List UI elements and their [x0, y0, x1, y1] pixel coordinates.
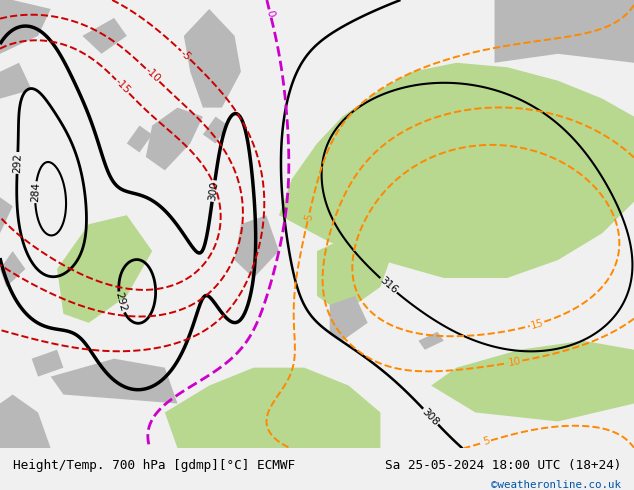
- Text: 5: 5: [303, 213, 314, 221]
- Polygon shape: [184, 9, 241, 108]
- Text: 308: 308: [420, 406, 441, 427]
- Polygon shape: [0, 251, 25, 287]
- Text: 292: 292: [12, 153, 23, 173]
- Text: Sa 25-05-2024 18:00 UTC (18+24): Sa 25-05-2024 18:00 UTC (18+24): [385, 459, 621, 471]
- Polygon shape: [32, 350, 63, 377]
- Text: -10: -10: [143, 66, 162, 84]
- Polygon shape: [235, 215, 279, 278]
- Text: 316: 316: [378, 275, 399, 296]
- Polygon shape: [0, 394, 51, 448]
- Text: ©weatheronline.co.uk: ©weatheronline.co.uk: [491, 480, 621, 490]
- Text: 300: 300: [207, 181, 220, 201]
- Text: 10: 10: [507, 356, 522, 368]
- Polygon shape: [165, 368, 380, 448]
- Polygon shape: [495, 0, 634, 63]
- Text: 5: 5: [482, 436, 491, 447]
- Polygon shape: [279, 63, 634, 278]
- Polygon shape: [0, 0, 51, 54]
- Polygon shape: [82, 18, 127, 54]
- Polygon shape: [146, 108, 203, 171]
- Text: Height/Temp. 700 hPa [gdmp][°C] ECMWF: Height/Temp. 700 hPa [gdmp][°C] ECMWF: [13, 459, 295, 471]
- Polygon shape: [317, 233, 393, 314]
- Polygon shape: [127, 125, 152, 152]
- Polygon shape: [431, 341, 634, 421]
- Polygon shape: [51, 359, 178, 404]
- Polygon shape: [203, 117, 228, 144]
- Text: 15: 15: [529, 318, 545, 331]
- Text: 0: 0: [264, 9, 276, 18]
- Text: -5: -5: [178, 48, 193, 62]
- Polygon shape: [330, 296, 368, 341]
- Text: 284: 284: [30, 182, 41, 202]
- Text: -15: -15: [113, 77, 132, 96]
- Polygon shape: [57, 215, 152, 323]
- Polygon shape: [0, 63, 32, 98]
- Polygon shape: [418, 332, 444, 350]
- Polygon shape: [0, 197, 13, 233]
- Text: 292: 292: [113, 292, 128, 313]
